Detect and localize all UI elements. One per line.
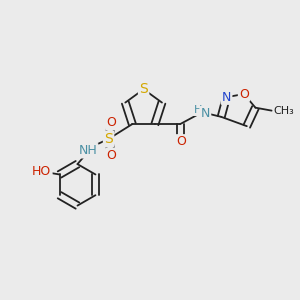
Text: O: O	[177, 135, 187, 148]
Text: HO: HO	[32, 165, 51, 178]
Text: NH: NH	[79, 144, 97, 157]
Text: H: H	[194, 105, 202, 115]
Text: S: S	[104, 132, 113, 146]
Text: O: O	[239, 88, 249, 100]
Text: O: O	[106, 149, 116, 162]
Text: S: S	[139, 82, 148, 96]
Text: N: N	[201, 107, 210, 120]
Text: O: O	[106, 116, 116, 129]
Text: N: N	[222, 91, 231, 103]
Text: CH₃: CH₃	[273, 106, 294, 116]
